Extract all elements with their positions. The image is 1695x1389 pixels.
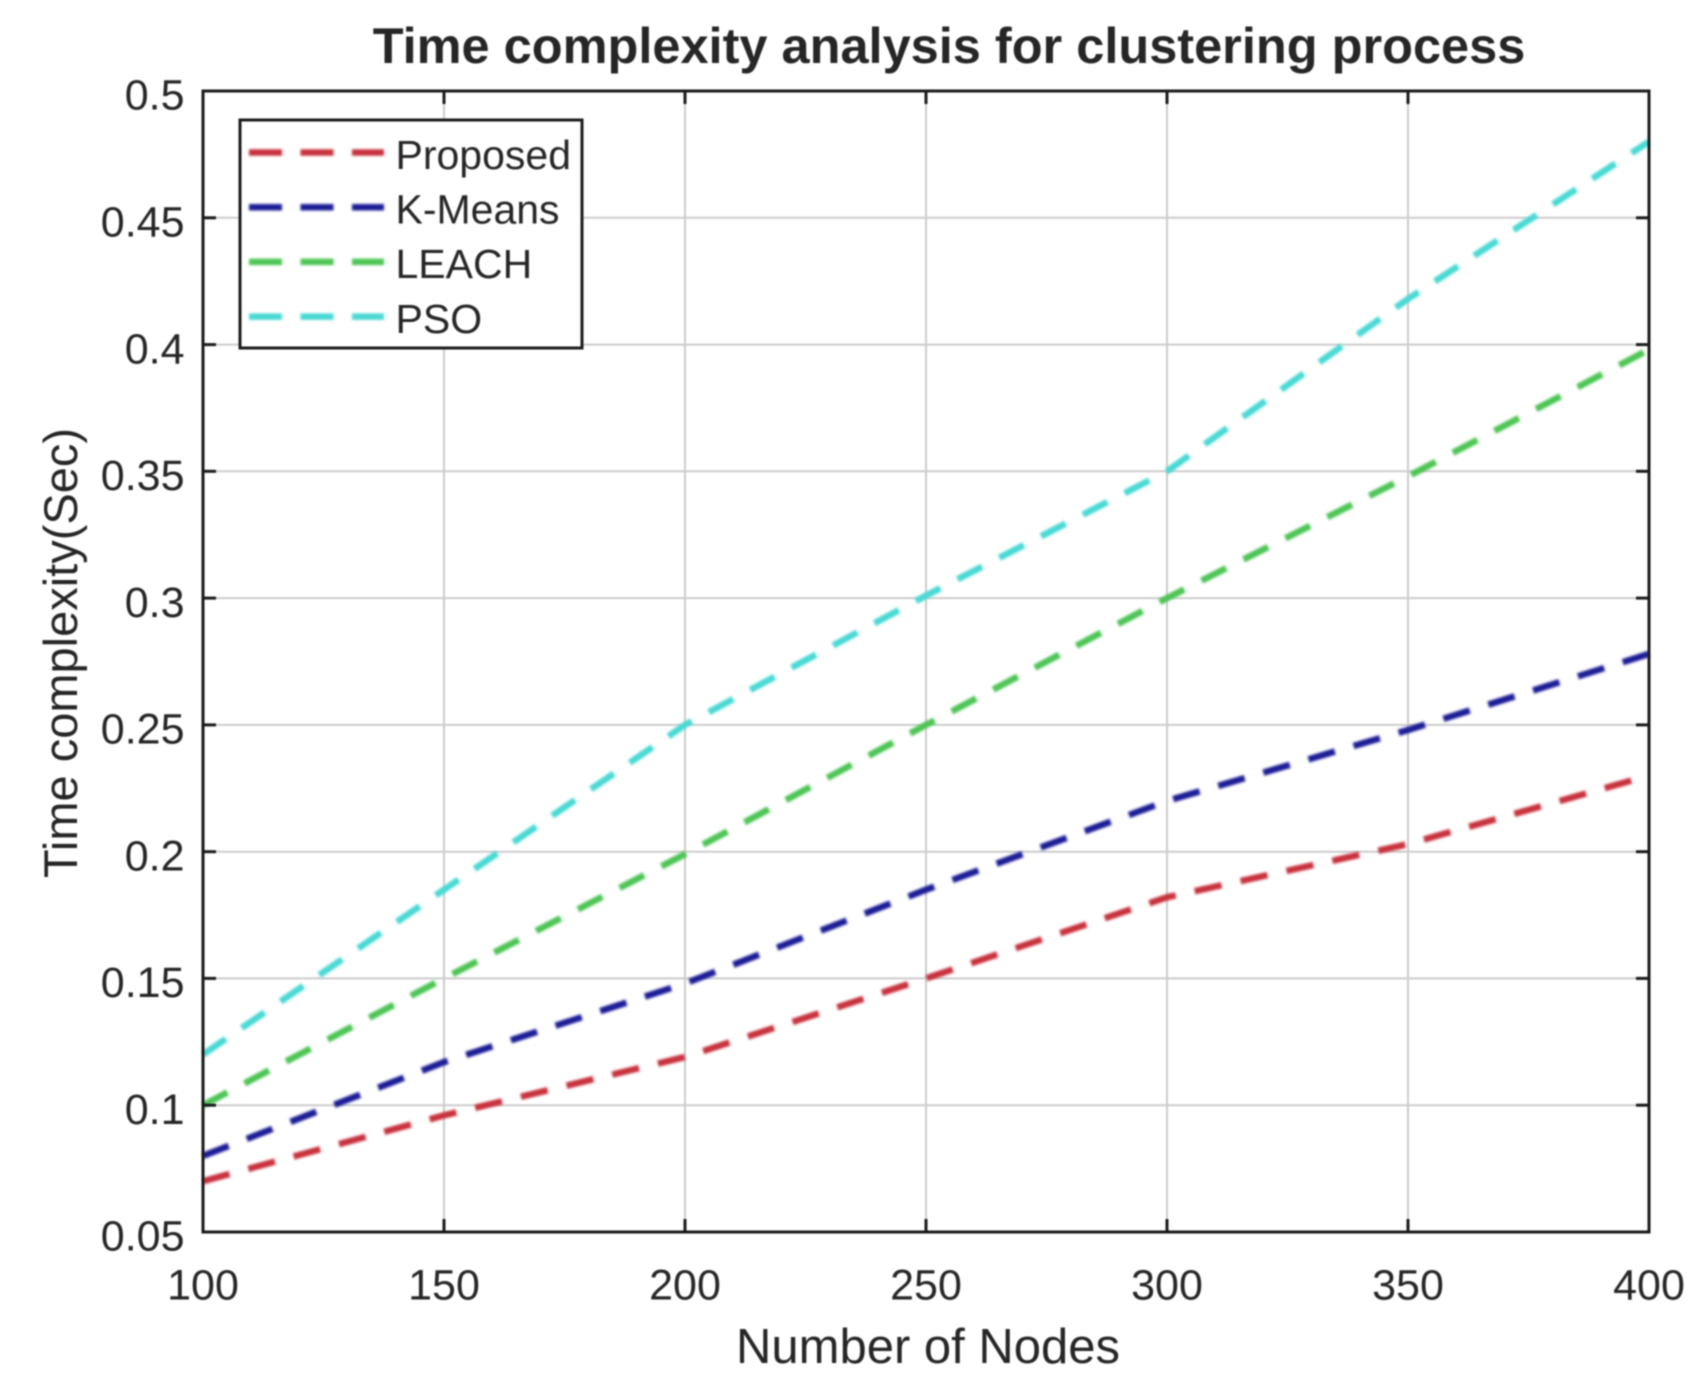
svg-text:Number of Nodes: Number of Nodes xyxy=(736,1320,1120,1374)
svg-text:Time complexity analysis for c: Time complexity analysis for clustering … xyxy=(373,17,1526,74)
svg-text:200: 200 xyxy=(649,1262,721,1310)
svg-text:0.1: 0.1 xyxy=(125,1086,185,1134)
svg-text:400: 400 xyxy=(1613,1262,1685,1310)
svg-text:150: 150 xyxy=(408,1262,480,1310)
svg-text:PSO: PSO xyxy=(396,296,483,342)
svg-text:Proposed: Proposed xyxy=(396,132,572,178)
svg-text:Time complexity(Sec): Time complexity(Sec) xyxy=(34,428,87,878)
svg-text:0.3: 0.3 xyxy=(125,579,185,627)
svg-text:0.25: 0.25 xyxy=(101,706,185,754)
svg-text:0.45: 0.45 xyxy=(101,199,185,247)
svg-text:K-Means: K-Means xyxy=(396,187,560,233)
svg-text:100: 100 xyxy=(167,1262,239,1310)
svg-text:0.2: 0.2 xyxy=(125,832,185,880)
svg-text:250: 250 xyxy=(890,1262,962,1310)
svg-text:0.05: 0.05 xyxy=(101,1213,185,1261)
svg-text:LEACH: LEACH xyxy=(396,241,533,287)
svg-text:0.35: 0.35 xyxy=(101,452,185,500)
svg-text:350: 350 xyxy=(1372,1262,1444,1310)
svg-text:0.4: 0.4 xyxy=(125,325,185,373)
svg-text:300: 300 xyxy=(1131,1262,1203,1310)
svg-text:0.15: 0.15 xyxy=(101,959,185,1007)
svg-text:0.5: 0.5 xyxy=(125,72,185,120)
